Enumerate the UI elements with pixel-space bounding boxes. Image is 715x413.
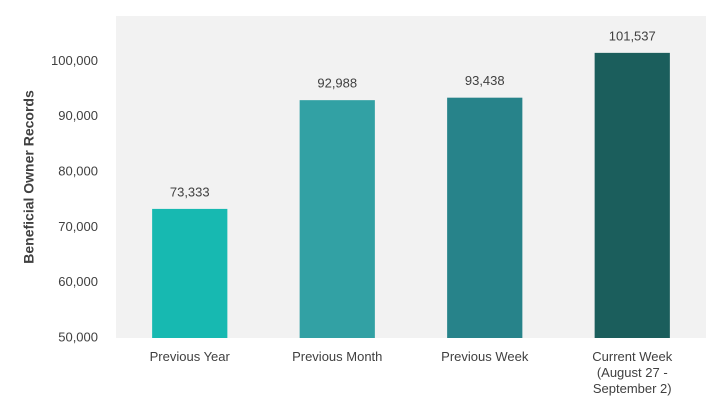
x-tick-label: Previous Year [149,349,230,364]
data-label: 73,333 [170,184,210,199]
x-tick-label: Current Week (August 27 - September 2) [592,349,673,396]
y-axis-title: Beneficial Owner Records [21,90,37,264]
y-tick-label: 60,000 [58,274,98,289]
bar [152,208,228,338]
y-tick-label: 70,000 [58,219,98,234]
y-tick-label: 90,000 [58,108,98,123]
y-tick-label: 50,000 [58,329,98,344]
y-tick-label: 80,000 [58,163,98,178]
x-tick-label: Previous Week [441,349,529,364]
x-tick-label: Previous Month [292,349,383,364]
bar [594,52,670,339]
data-label: 92,988 [317,76,357,91]
y-tick-label: 100,000 [51,53,98,68]
bar [447,97,523,339]
data-label: 101,537 [609,28,656,43]
data-label: 93,438 [465,73,505,88]
bar [299,100,375,338]
